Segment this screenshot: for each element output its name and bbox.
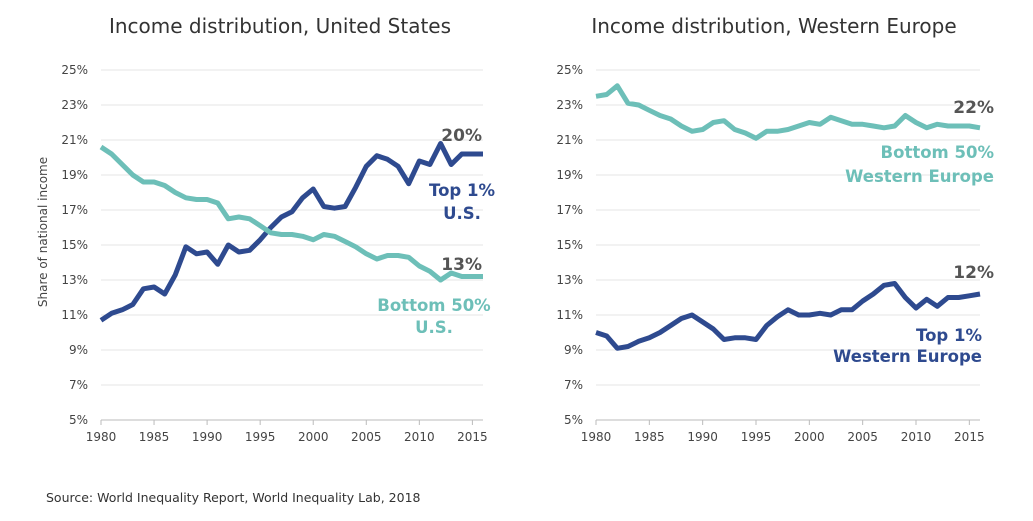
y-tick-label: 25% xyxy=(61,63,88,77)
x-tick-label: 1990 xyxy=(192,430,223,444)
x-tick-label: 1980 xyxy=(86,430,117,444)
series-label-top1: Top 1% xyxy=(429,181,495,200)
x-tick-label: 2015 xyxy=(457,430,488,444)
series-line-top1 xyxy=(99,141,483,323)
y-tick-label: 9% xyxy=(69,343,88,357)
chart-title-us: Income distribution, United States xyxy=(109,14,451,38)
plot-area-us: 5% 7% 9% 11% 13% 15% 17% 19% 21% 23% 25% 1980 1985 19… xyxy=(61,63,495,444)
source-note: Source: World Inequality Report, World I… xyxy=(46,490,421,505)
chart-title-europe: Income distribution, Western Europe xyxy=(591,14,956,38)
y-tick-label: 11% xyxy=(61,308,88,322)
y-tick-label: 21% xyxy=(556,133,583,147)
y-tick-label: 23% xyxy=(556,98,583,112)
y-tick-label: 19% xyxy=(61,168,88,182)
x-tick-label: 1985 xyxy=(634,430,665,444)
x-tick-label: 2000 xyxy=(298,430,329,444)
y-tick-label: 13% xyxy=(556,273,583,287)
y-tick-label: 13% xyxy=(61,273,88,287)
series-label-top1: Western Europe xyxy=(833,347,982,366)
x-tick-label: 2015 xyxy=(954,430,985,444)
y-tick-label: 17% xyxy=(61,203,88,217)
y-tick-label: 15% xyxy=(556,238,583,252)
series-label-bottom50: Bottom 50% xyxy=(377,296,491,315)
y-tick-label: 15% xyxy=(61,238,88,252)
y-tick-label: 23% xyxy=(61,98,88,112)
y-axis-label-us: Share of national income xyxy=(36,157,50,307)
series-line-bottom50 xyxy=(99,144,483,283)
x-tick-label: 2005 xyxy=(847,430,878,444)
end-value-label-top1: 12% xyxy=(953,263,994,283)
x-tick-label: 2000 xyxy=(794,430,825,444)
y-tick-label: 5% xyxy=(564,413,583,427)
series-label-bottom50: Western Europe xyxy=(845,167,994,186)
end-value-label-bottom50: 22% xyxy=(953,98,994,118)
x-tick-label: 1995 xyxy=(741,430,772,444)
y-tick-label: 17% xyxy=(556,203,583,217)
y-tick-label: 7% xyxy=(69,378,88,392)
y-tick-label: 7% xyxy=(564,378,583,392)
x-tick-label: 1980 xyxy=(581,430,612,444)
x-tick-label: 1990 xyxy=(687,430,718,444)
series-line-bottom50 xyxy=(595,83,981,141)
y-tick-label: 19% xyxy=(556,168,583,182)
x-tick-label: 1985 xyxy=(139,430,170,444)
y-tick-label: 11% xyxy=(556,308,583,322)
y-tick-label: 21% xyxy=(61,133,88,147)
x-tick-label: 2005 xyxy=(351,430,382,444)
end-value-label-top1: 20% xyxy=(441,126,482,146)
series-label-top1: U.S. xyxy=(443,204,481,223)
y-tick-label: 9% xyxy=(564,343,583,357)
series-line-top1 xyxy=(595,281,981,351)
series-label-bottom50: Bottom 50% xyxy=(881,143,995,162)
series-label-top1: Top 1% xyxy=(916,326,982,345)
x-tick-label: 2010 xyxy=(404,430,435,444)
x-tick-label: 2010 xyxy=(901,430,932,444)
plot-area-europe: 5% 7% 9% 11% 13% 15% 17% 19% 21% 23% 25% 1980 1985 19… xyxy=(556,63,994,444)
end-value-label-bottom50: 13% xyxy=(441,255,482,275)
y-tick-label: 25% xyxy=(556,63,583,77)
series-label-bottom50: U.S. xyxy=(415,318,453,337)
y-tick-label: 5% xyxy=(69,413,88,427)
x-tick-label: 1995 xyxy=(245,430,276,444)
